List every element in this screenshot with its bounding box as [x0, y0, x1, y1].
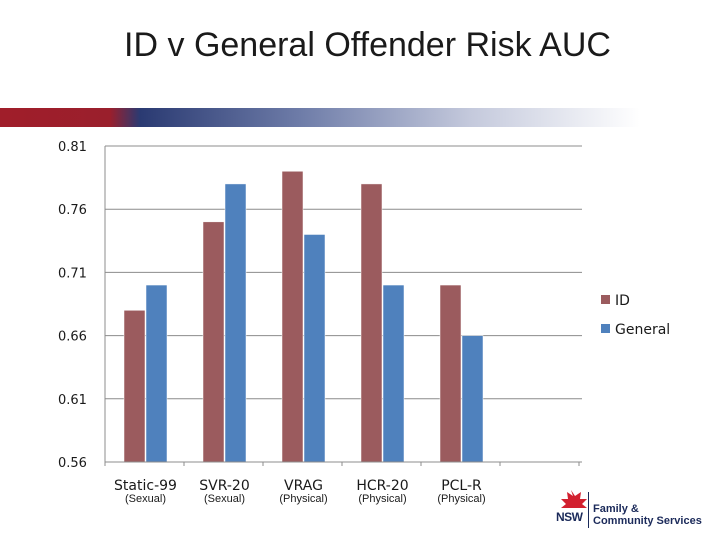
x-tick-label: SVR-20 — [199, 478, 250, 494]
bars — [123, 171, 484, 463]
bar-general-static-99 — [145, 284, 168, 463]
axes — [104, 146, 582, 466]
logo-org-name: Family & Community Services — [593, 503, 702, 527]
x-tick-sublabel: (Sexual) — [125, 493, 166, 505]
nsw-wordmark: NSW — [556, 510, 583, 524]
x-tick-sublabel: (Physical) — [358, 493, 406, 505]
bar-id-svr-20 — [202, 221, 225, 463]
bar-id-static-99 — [123, 310, 146, 463]
x-tick-sublabel: (Sexual) — [204, 493, 245, 505]
bar-general-hcr-20 — [382, 284, 405, 463]
y-tick-label: 0.61 — [58, 393, 87, 408]
bar-general-vrag — [303, 234, 326, 463]
bar-id-vrag — [281, 171, 304, 463]
legend-label-general: General — [615, 322, 670, 338]
y-tick-label: 0.71 — [58, 266, 87, 281]
logo-line-2: Community Services — [593, 515, 702, 527]
bar-id-pcl-r — [439, 284, 462, 463]
x-tick-sublabel: (Physical) — [437, 493, 485, 505]
y-tick-label: 0.66 — [58, 330, 87, 345]
tick-labels: 0.560.610.660.710.760.81Static-99(Sexual… — [58, 140, 486, 505]
bar-id-hcr-20 — [360, 183, 383, 463]
legend-swatch-id — [601, 295, 610, 304]
waratah-icon — [561, 490, 587, 508]
x-tick-label: HCR-20 — [356, 478, 408, 494]
x-tick-label: VRAG — [284, 478, 323, 494]
page-title: ID v General Offender Risk AUC — [124, 26, 611, 64]
x-tick-sublabel: (Physical) — [279, 493, 327, 505]
gridlines — [105, 145, 582, 463]
x-tick-label: Static-99 — [114, 478, 177, 494]
bar-general-svr-20 — [224, 183, 247, 463]
fcs-logo: NSW Family & Community Services — [548, 488, 718, 532]
y-tick-label: 0.76 — [58, 203, 87, 218]
x-tick-label: PCL-R — [441, 478, 482, 494]
y-tick-label: 0.81 — [58, 140, 87, 155]
bar-general-pcl-r — [461, 335, 484, 463]
logo-divider — [588, 492, 589, 528]
legend-swatch-general — [601, 324, 610, 333]
legend: ID General — [601, 293, 670, 338]
header-band — [0, 108, 720, 127]
legend-label-id: ID — [615, 293, 630, 309]
y-tick-label: 0.56 — [58, 456, 87, 471]
logo-line-1: Family & — [593, 503, 639, 515]
